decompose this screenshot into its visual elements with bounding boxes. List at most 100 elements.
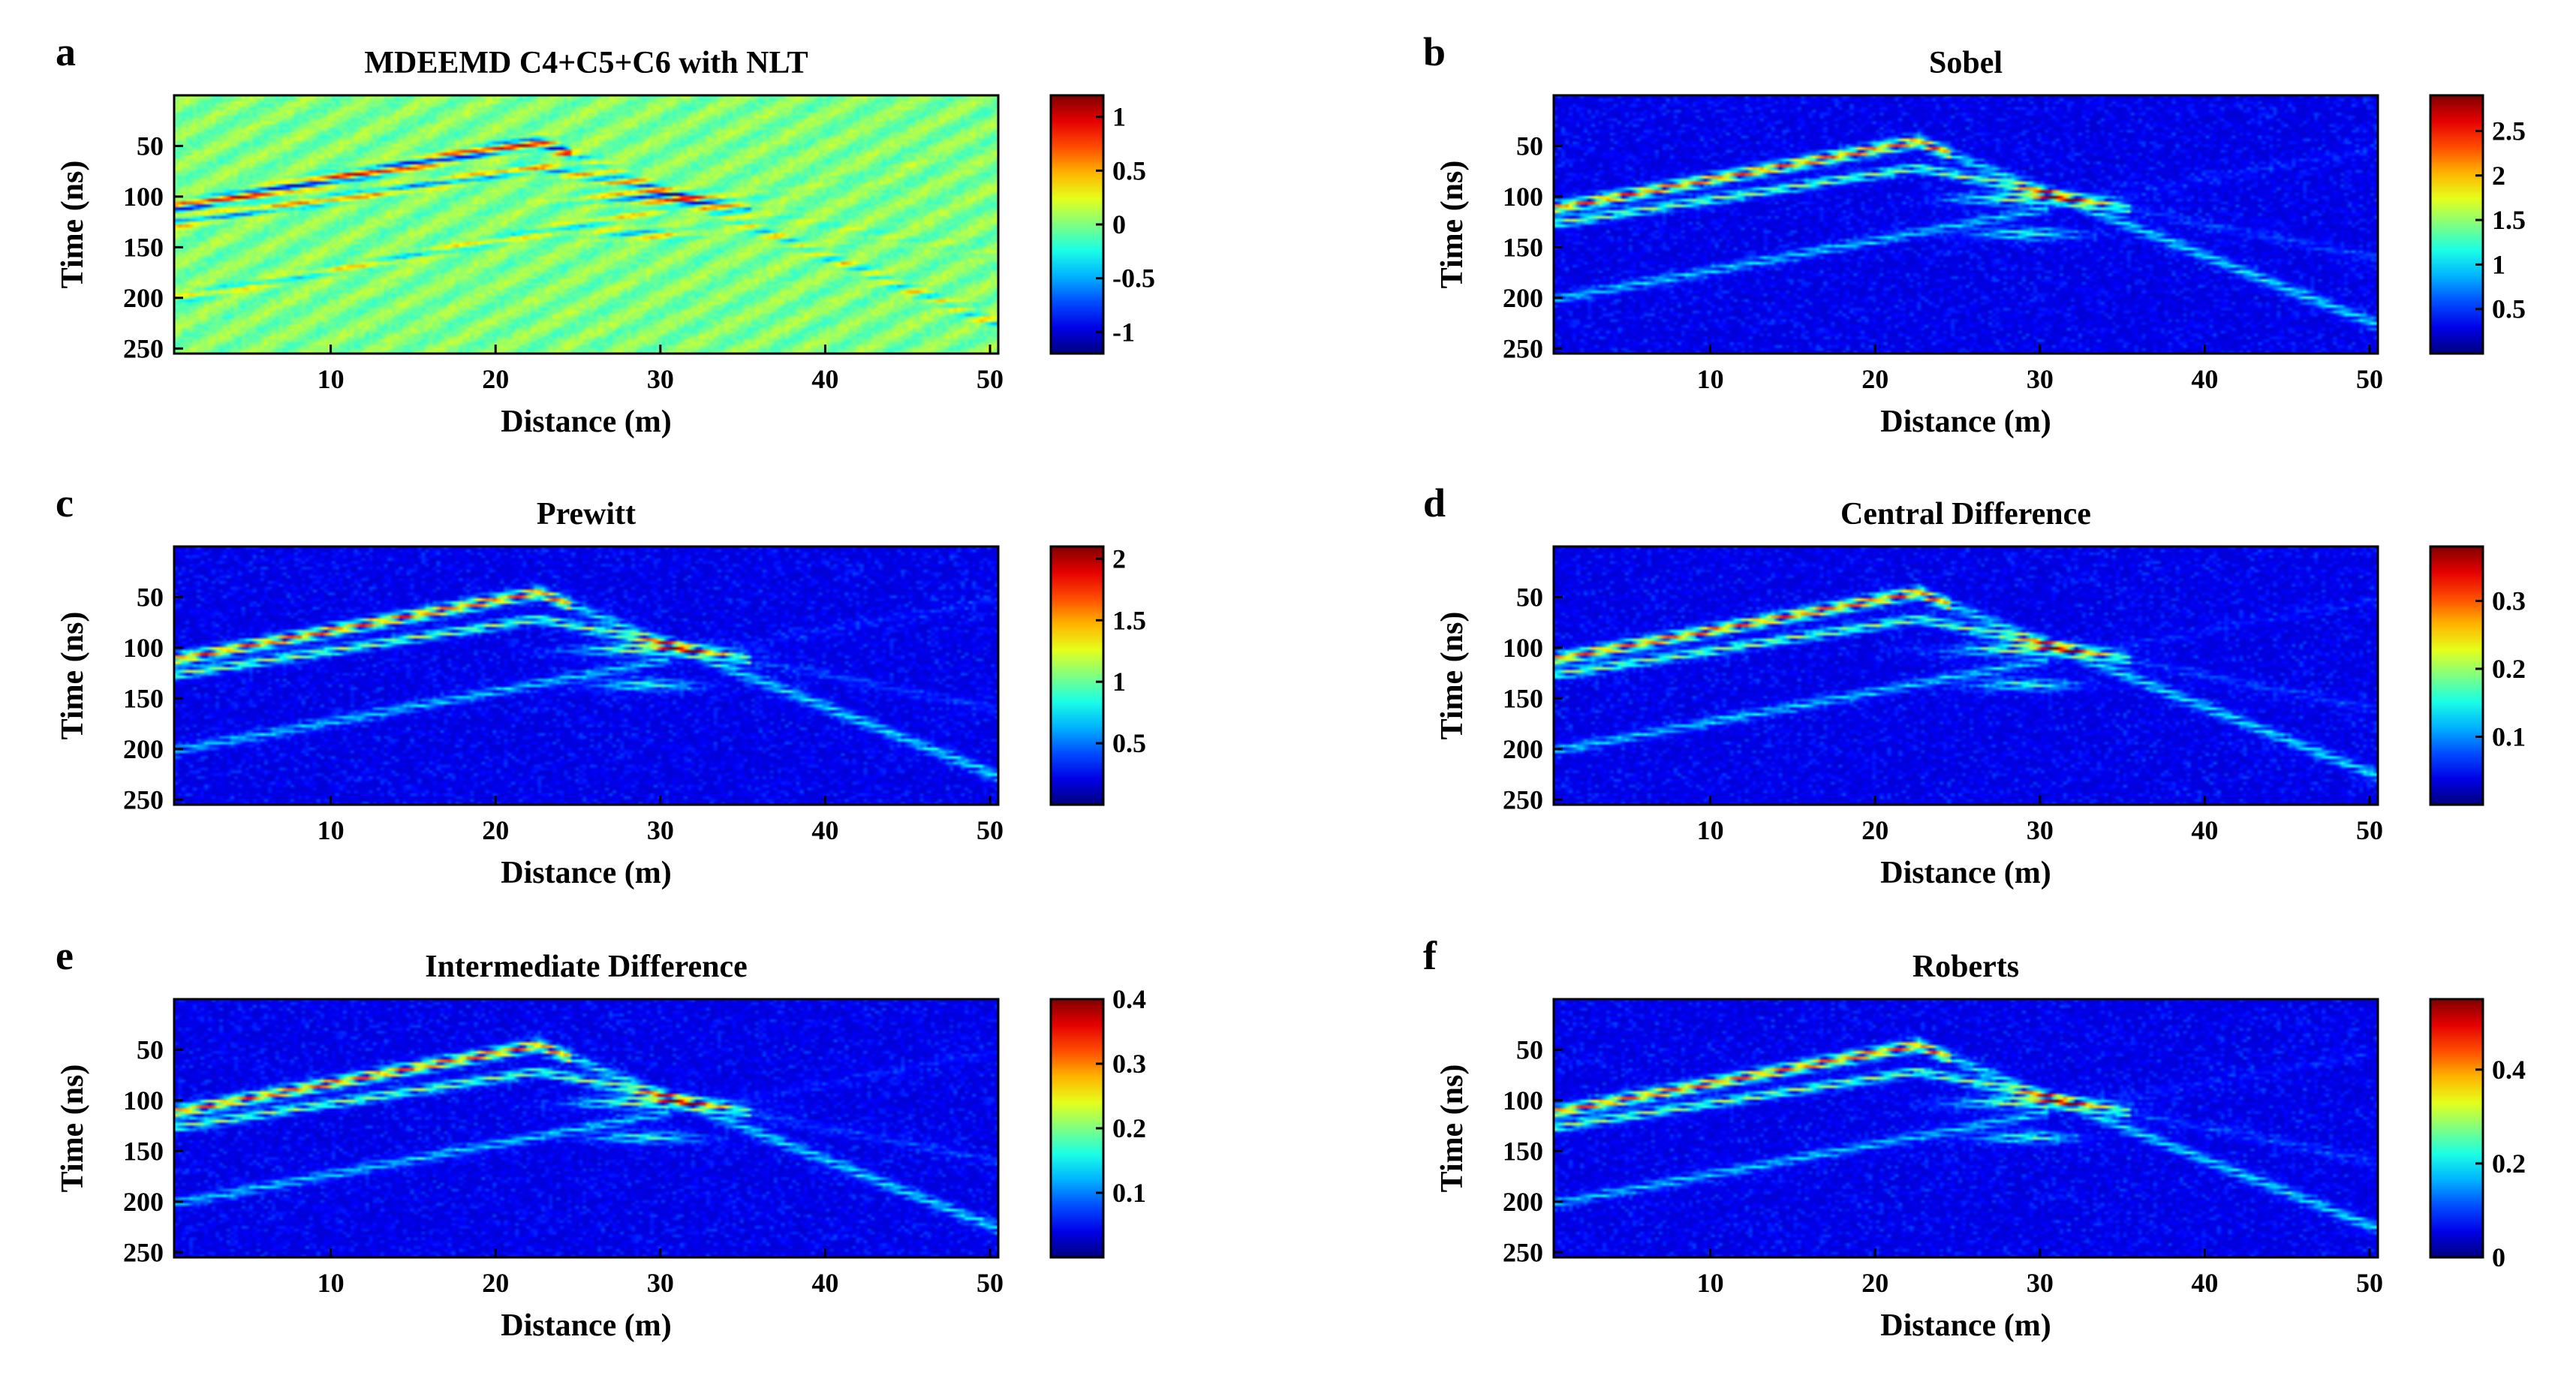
x-tick-label: 40	[2191, 815, 2218, 845]
colorbar-tick-label: 2	[1112, 543, 1126, 574]
y-tick-label: 50	[1516, 131, 1543, 161]
y-tick-label: 250	[123, 333, 164, 363]
x-tick-label: 30	[647, 1268, 674, 1298]
y-tick-label: 150	[1503, 232, 1543, 262]
colorbar	[1049, 545, 1105, 806]
y-axis-label: Time (ns)	[1435, 161, 1470, 289]
heatmap-image	[174, 546, 998, 805]
colorbar-tick-label: 0	[2492, 1242, 2505, 1272]
panel-e: e Intermediate Difference 10 20 30 40 50 50 100 1…	[56, 933, 1146, 1343]
panel-letter: d	[1423, 480, 1446, 525]
colorbar-tick-label: 1	[2492, 249, 2505, 279]
x-tick-label: 30	[647, 815, 674, 845]
y-tick-label: 200	[123, 734, 164, 764]
x-tick-label: 20	[482, 1268, 509, 1298]
x-tick-label: 20	[1861, 815, 1888, 845]
axes-frame	[173, 545, 1000, 806]
colorbar	[1049, 94, 1105, 355]
colorbar	[2429, 545, 2484, 806]
panel-f: f Roberts 10 20 30 40 50 50 100 150 200 250 Distance…	[1423, 933, 2526, 1343]
y-tick-label: 250	[1503, 784, 1543, 814]
y-tick-label: 100	[1503, 182, 1543, 212]
heatmap-image	[1554, 95, 2378, 354]
chart-title: MDEEMD C4+C5+C6 with NLT	[364, 46, 808, 80]
colorbar	[2429, 94, 2484, 355]
x-axis-label: Distance (m)	[501, 856, 671, 890]
colorbar-tick-label: 0.2	[2492, 1149, 2526, 1179]
y-tick-label: 200	[1503, 734, 1543, 764]
x-axis-label: Distance (m)	[1880, 405, 2051, 439]
heatmap-image	[1554, 999, 2378, 1257]
colorbar-tick-label: 1	[1112, 102, 1126, 132]
x-tick-label: 50	[977, 815, 1004, 845]
colorbar-tick-label: 2	[2492, 161, 2505, 191]
x-tick-label: 40	[811, 364, 838, 394]
y-tick-label: 100	[1503, 1085, 1543, 1116]
x-tick-label: 40	[2191, 364, 2218, 394]
colorbar-tick-label: 1.5	[1112, 605, 1146, 635]
y-tick-label: 150	[123, 683, 164, 713]
x-tick-label: 20	[1861, 1268, 1888, 1298]
colorbar-tick-label: 0.2	[1112, 1113, 1146, 1143]
heatmap-image	[174, 999, 998, 1257]
x-tick-label: 20	[482, 364, 509, 394]
panel-c: c Prewitt 10 20 30 40 50 50 100 150 200 250 Distance…	[56, 480, 1146, 890]
x-tick-label: 50	[2356, 364, 2383, 394]
y-tick-label: 50	[137, 1034, 164, 1064]
x-tick-label: 10	[317, 815, 345, 845]
x-tick-label: 20	[1861, 364, 1888, 394]
y-tick-label: 100	[123, 633, 164, 663]
y-tick-label: 250	[123, 1237, 164, 1267]
colorbar-tick-label: -1	[1112, 317, 1135, 347]
y-tick-label: 100	[123, 182, 164, 212]
chart-title: Roberts	[1912, 950, 2019, 984]
x-tick-label: 40	[811, 1268, 838, 1298]
y-tick-label: 150	[123, 232, 164, 262]
y-tick-label: 150	[1503, 683, 1543, 713]
x-tick-label: 30	[647, 364, 674, 394]
colorbar	[1049, 998, 1105, 1259]
y-axis-label: Time (ns)	[56, 1064, 90, 1193]
colorbar-tick-label: 0.5	[1112, 728, 1146, 758]
x-tick-label: 30	[2027, 815, 2054, 845]
colorbar-tick-label: 2.5	[2492, 116, 2526, 146]
x-tick-label: 50	[2356, 815, 2383, 845]
x-tick-label: 10	[317, 364, 345, 394]
x-tick-label: 30	[2027, 1268, 2054, 1298]
y-tick-label: 250	[123, 784, 164, 814]
chart-title: Central Difference	[1840, 497, 2091, 531]
x-tick-label: 50	[2356, 1268, 2383, 1298]
axes-frame	[1552, 545, 2379, 806]
y-axis-label: Time (ns)	[1435, 612, 1470, 740]
heatmap-image	[174, 95, 998, 354]
y-tick-label: 50	[137, 131, 164, 161]
x-tick-label: 10	[317, 1268, 345, 1298]
colorbar-tick-label: 0.5	[2492, 294, 2526, 324]
colorbar-tick-label: -0.5	[1112, 263, 1155, 294]
x-axis-label: Distance (m)	[501, 405, 671, 439]
chart-title: Prewitt	[537, 497, 636, 531]
colorbar-tick-label: 0.4	[1112, 984, 1146, 1014]
colorbar-tick-label: 1	[1112, 667, 1126, 697]
panel-letter: e	[56, 933, 74, 978]
colorbar-tick-label: 0.5	[1112, 155, 1146, 185]
x-axis-label: Distance (m)	[1880, 1308, 2051, 1343]
x-tick-label: 50	[977, 1268, 1004, 1298]
axes-frame	[1552, 94, 2379, 355]
colorbar-tick-label: 0.3	[1112, 1049, 1146, 1079]
y-tick-label: 250	[1503, 1237, 1543, 1267]
x-axis-label: Distance (m)	[1880, 856, 2051, 890]
colorbar-tick-label: 0	[1112, 209, 1126, 239]
panel-b: b Sobel 10 20 30 40 50 50 100 150 200 250 Distance (…	[1423, 29, 2526, 439]
panel-letter: c	[56, 480, 74, 525]
chart-title: Sobel	[1929, 46, 2003, 80]
y-tick-label: 200	[123, 1187, 164, 1217]
y-tick-label: 200	[1503, 1187, 1543, 1217]
colorbar-tick-label: 0.2	[2492, 654, 2526, 684]
x-tick-label: 10	[1697, 364, 1724, 394]
panel-letter: b	[1423, 29, 1446, 74]
x-tick-label: 40	[811, 815, 838, 845]
colorbar-tick-label: 0.1	[2492, 721, 2526, 751]
